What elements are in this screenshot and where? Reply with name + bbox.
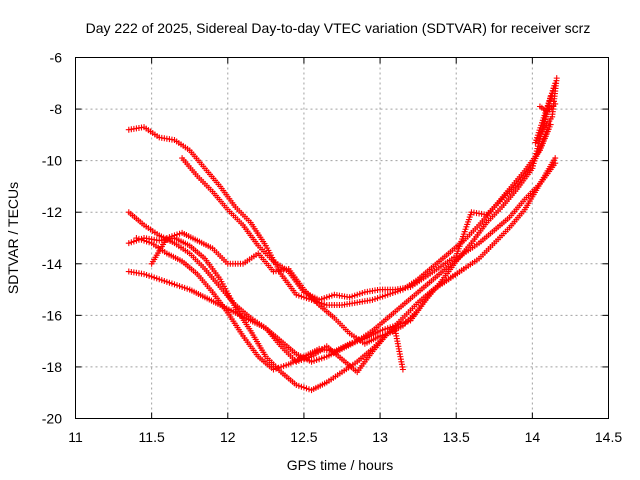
data-points: [125, 75, 560, 394]
axis-ticks: [75, 57, 609, 419]
y-tick-label: -20: [42, 411, 62, 427]
grid: [75, 57, 609, 419]
chart-title: Day 222 of 2025, Sidereal Day-to-day VTE…: [86, 20, 591, 36]
track-5: [133, 106, 551, 373]
data-point: [552, 155, 559, 162]
data-point: [553, 75, 560, 82]
y-tick-label: -14: [42, 256, 62, 272]
y-tick-label: -8: [50, 101, 63, 117]
y-axis-label: SDTVAR / TECUs: [5, 182, 21, 294]
track-2: [125, 160, 559, 365]
data-point: [399, 366, 406, 373]
x-tick-label: 14.5: [595, 429, 622, 445]
y-tick-label: -18: [42, 359, 62, 375]
x-tick-label: 12.5: [290, 429, 317, 445]
x-tick-label: 11.5: [139, 429, 165, 445]
data-point: [547, 121, 554, 128]
x-tick-label: 11: [68, 429, 83, 445]
plot-frame: [75, 57, 609, 419]
x-axis-label: GPS time / hours: [287, 457, 394, 473]
y-tick-label: -12: [42, 204, 62, 220]
track-7: [148, 229, 406, 373]
y-tick-label: -16: [42, 307, 62, 323]
y-tick-label: -10: [42, 153, 62, 169]
x-tick-label: 12: [220, 429, 236, 445]
x-tick-label: 14: [525, 429, 541, 445]
x-tick-label: 13.5: [443, 429, 470, 445]
track-8: [532, 75, 560, 146]
tick-labels: 11 11.5 12 12.5 13 13.5 14 14.5 -20 -18 -16 -14 -12 -…: [42, 50, 623, 446]
x-tick-label: 13: [372, 429, 388, 445]
y-tick-label: -6: [50, 50, 63, 66]
